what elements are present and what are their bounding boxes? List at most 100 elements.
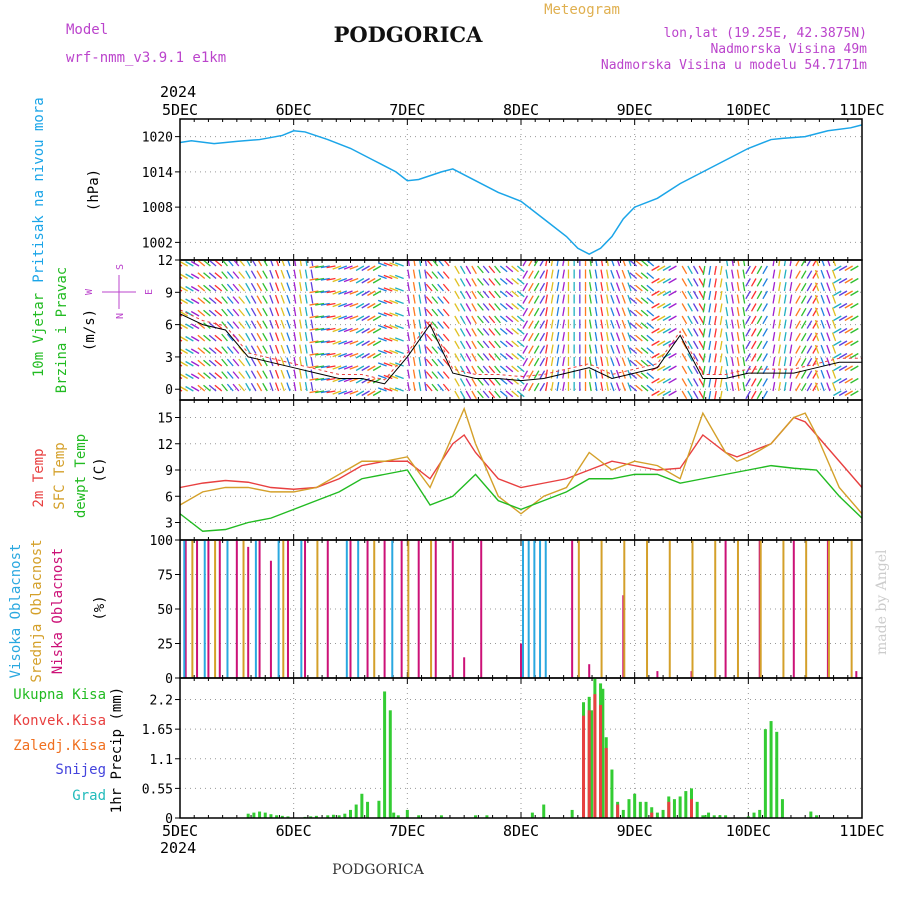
wind-arrow xyxy=(367,390,376,397)
wind-arrow xyxy=(656,302,666,309)
wind-arrow xyxy=(214,384,223,392)
wind-arrow xyxy=(681,265,688,275)
wind-arrow xyxy=(226,346,234,354)
wind-arrow xyxy=(407,319,410,329)
wind-arrow xyxy=(286,282,291,292)
wind-arrow xyxy=(702,278,706,288)
wind-arrow xyxy=(197,284,206,292)
wind-arrow xyxy=(528,295,534,304)
wind-arrow xyxy=(232,383,240,392)
wind-arrow xyxy=(269,319,274,329)
wind-arrow xyxy=(621,307,626,317)
wind-arrow xyxy=(454,390,460,400)
wind-arrow xyxy=(806,295,813,304)
wind-arrow xyxy=(692,265,699,275)
wind-arrow xyxy=(190,273,200,280)
wind-arrow xyxy=(197,347,206,354)
wind-arrow xyxy=(562,332,565,342)
wind-arrow xyxy=(850,365,859,372)
temp-unit: (C) xyxy=(92,457,108,482)
wind-arrow xyxy=(719,315,723,325)
wind-arrow xyxy=(465,315,472,325)
wind-arrow xyxy=(772,382,776,392)
xtick-label-top: 6DEC xyxy=(276,101,312,119)
wind-arrow xyxy=(831,319,837,329)
wind-arrow xyxy=(550,369,554,379)
wind-arrow xyxy=(651,302,660,309)
wind-arrow xyxy=(332,290,342,295)
wind-arrow xyxy=(299,260,302,267)
wind-arrow xyxy=(505,328,514,335)
wind-arrow xyxy=(214,297,223,304)
wind-arrow xyxy=(208,372,217,379)
wind-arrow xyxy=(214,272,223,279)
wind-arrow xyxy=(488,390,496,399)
precip-total-bar xyxy=(758,809,762,818)
wind-arrow xyxy=(850,340,859,347)
wind-arrow xyxy=(197,272,206,279)
wind-arrow xyxy=(293,282,297,292)
wind-arrow xyxy=(355,302,365,309)
wind-arrow xyxy=(539,260,545,267)
wind-arrow xyxy=(795,295,801,304)
wind-arrow xyxy=(394,287,404,292)
wind-arrow xyxy=(343,390,353,395)
wind-arrow xyxy=(756,378,763,387)
wind-speed-line xyxy=(179,313,862,385)
wind-arrow xyxy=(745,278,751,287)
wind-arrow xyxy=(850,277,859,284)
wind-arrow xyxy=(719,290,723,300)
wind-arrow xyxy=(310,332,314,342)
wind-arrow xyxy=(681,278,688,287)
wind-arrow xyxy=(850,302,859,309)
wind-arrow xyxy=(511,328,519,335)
wind-arrow xyxy=(203,384,211,392)
wind-arrow xyxy=(454,278,460,287)
wind-arrow xyxy=(221,358,228,367)
precip-total-bar xyxy=(763,729,767,818)
wind-arrow xyxy=(640,322,649,329)
wind-arrow xyxy=(833,302,842,309)
wind-arrow xyxy=(826,269,831,279)
precip-total-bar xyxy=(712,815,716,818)
wind-arrow xyxy=(286,319,291,329)
wind-arrow xyxy=(250,320,257,329)
wind-arrow xyxy=(795,270,801,279)
wind-arrow xyxy=(838,265,848,272)
wind-arrow xyxy=(736,307,740,317)
wind-arrow xyxy=(332,315,342,320)
wind-arrow xyxy=(588,332,592,342)
precip-total-bar xyxy=(815,815,819,818)
wind-arrow xyxy=(795,282,801,292)
precip-total-bar xyxy=(655,812,659,818)
wind-arrow xyxy=(681,365,688,375)
wind-arrow xyxy=(310,269,314,279)
wind-arrow xyxy=(714,265,717,275)
wind-arrow xyxy=(238,371,246,379)
wind-arrow xyxy=(332,377,342,383)
wind-arrow xyxy=(413,260,416,267)
wind-arrow xyxy=(651,327,660,334)
wind-arrow xyxy=(621,332,626,342)
wind-arrow xyxy=(442,358,450,367)
wind-arrow xyxy=(315,352,325,356)
wind-arrow xyxy=(772,307,776,317)
wind-arrow xyxy=(656,365,666,372)
wind-arrow xyxy=(742,294,746,304)
wind-arrow xyxy=(640,347,649,354)
wind-arrow xyxy=(640,309,649,317)
wind-arrow xyxy=(745,303,751,312)
wind-arrow xyxy=(203,359,211,367)
wind-arrow xyxy=(736,319,740,329)
wind-arrow xyxy=(550,332,554,342)
wind-arrow xyxy=(197,297,206,304)
wind-arrow xyxy=(488,278,496,286)
compass-west: W xyxy=(84,288,95,295)
wind-arrow xyxy=(245,370,251,379)
wind-arrow xyxy=(214,334,223,342)
wind-arrow xyxy=(431,283,439,292)
wind-arrow xyxy=(610,382,615,392)
wind-arrow xyxy=(226,358,234,367)
precip-total-bar xyxy=(331,814,335,818)
wind-arrow xyxy=(349,290,359,295)
